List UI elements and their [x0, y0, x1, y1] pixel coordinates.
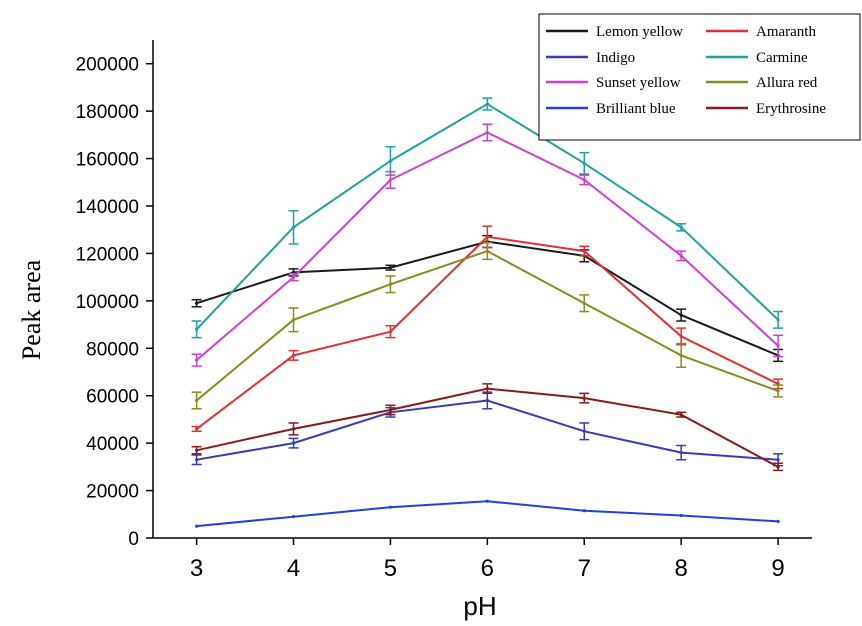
data-point — [485, 235, 489, 239]
data-point — [776, 458, 780, 462]
data-point — [582, 249, 586, 253]
data-point — [485, 249, 489, 253]
data-point — [776, 318, 780, 322]
data-point — [485, 102, 489, 106]
data-point — [291, 353, 296, 357]
data-point — [388, 178, 393, 182]
series-brilliant-blue — [195, 499, 780, 528]
legend-label: Brilliant blue — [596, 101, 676, 117]
data-point — [388, 159, 393, 163]
legend-label: Erythrosine — [756, 101, 826, 117]
data-point — [195, 398, 199, 403]
data-point — [195, 301, 199, 305]
y-tick-label: 100000 — [76, 292, 139, 313]
data-point — [485, 398, 489, 403]
data-point — [291, 427, 296, 431]
series-erythrosine — [191, 383, 784, 472]
x-tick-label: 3 — [190, 555, 203, 582]
data-point — [679, 254, 683, 258]
data-point — [291, 441, 296, 445]
data-point — [195, 358, 199, 362]
data-point — [776, 389, 780, 393]
data-point — [776, 465, 780, 469]
data-point — [291, 225, 296, 229]
data-point — [582, 301, 586, 305]
data-point — [582, 396, 586, 400]
data-point — [485, 387, 489, 391]
plot-marks — [191, 97, 784, 528]
data-point — [679, 313, 683, 317]
data-point — [679, 413, 683, 417]
data-point — [679, 225, 683, 229]
legend-label: Lemon yellow — [596, 24, 683, 40]
data-point — [388, 282, 393, 286]
data-point — [679, 513, 683, 518]
y-tick-label: 80000 — [86, 339, 139, 360]
data-point — [388, 408, 393, 412]
x-tick-label: 5 — [384, 555, 397, 582]
y-axis-ticks: 0 20000 40000 60000 80000 100000 120000 140000 1… — [76, 55, 153, 550]
legend: Lemon yellow Amaranth Indigo Carmine Sunset … — [538, 13, 861, 141]
data-point — [195, 427, 199, 431]
data-point — [582, 429, 586, 433]
series-amaranth — [191, 225, 784, 433]
y-tick-label: 0 — [128, 529, 139, 550]
series-allura-red — [191, 242, 784, 410]
data-point — [679, 334, 683, 339]
legend-label: Sunset yellow — [596, 75, 681, 91]
data-point — [679, 353, 683, 357]
data-point — [776, 344, 780, 348]
data-point — [388, 505, 393, 509]
legend-label: Allura red — [756, 75, 818, 91]
y-tick-label: 160000 — [76, 150, 139, 171]
series-sunset-yellow — [191, 123, 784, 367]
x-tick-label: 4 — [287, 555, 300, 582]
data-point — [195, 458, 199, 462]
y-axis-title: Peak area — [17, 259, 46, 360]
series-carmine — [191, 97, 784, 339]
x-axis-title: pH — [463, 591, 496, 621]
x-tick-label: 6 — [481, 555, 494, 582]
data-point — [195, 327, 199, 331]
y-tick-label: 60000 — [86, 387, 139, 408]
x-tick-label: 9 — [771, 555, 784, 582]
y-tick-label: 180000 — [76, 102, 139, 123]
data-point — [291, 515, 296, 519]
data-point — [776, 519, 780, 524]
x-tick-label: 7 — [578, 555, 591, 582]
data-point — [195, 524, 199, 528]
data-point — [582, 178, 586, 182]
y-tick-label: 140000 — [76, 197, 139, 218]
data-point — [582, 161, 586, 165]
data-point — [291, 275, 296, 279]
data-point — [485, 130, 489, 135]
y-tick-label: 20000 — [86, 482, 139, 503]
data-point — [195, 448, 199, 452]
data-point — [582, 509, 586, 513]
data-point — [679, 451, 683, 455]
data-point — [388, 266, 393, 270]
y-tick-label: 40000 — [86, 434, 139, 455]
data-point — [388, 330, 393, 334]
legend-label: Indigo — [596, 50, 635, 66]
legend-box — [538, 13, 861, 141]
y-tick-label: 120000 — [76, 244, 139, 265]
x-tick-label: 8 — [674, 555, 687, 582]
y-tick-label: 200000 — [76, 55, 139, 76]
legend-label: Carmine — [756, 50, 808, 66]
data-point — [291, 318, 296, 322]
legend-label: Amaranth — [756, 24, 816, 40]
x-axis-ticks: 3 4 5 6 7 8 9 — [190, 538, 785, 582]
data-point — [485, 499, 489, 503]
series-line — [196, 500, 779, 528]
series-indigo — [191, 391, 784, 467]
series-line — [195, 250, 779, 402]
